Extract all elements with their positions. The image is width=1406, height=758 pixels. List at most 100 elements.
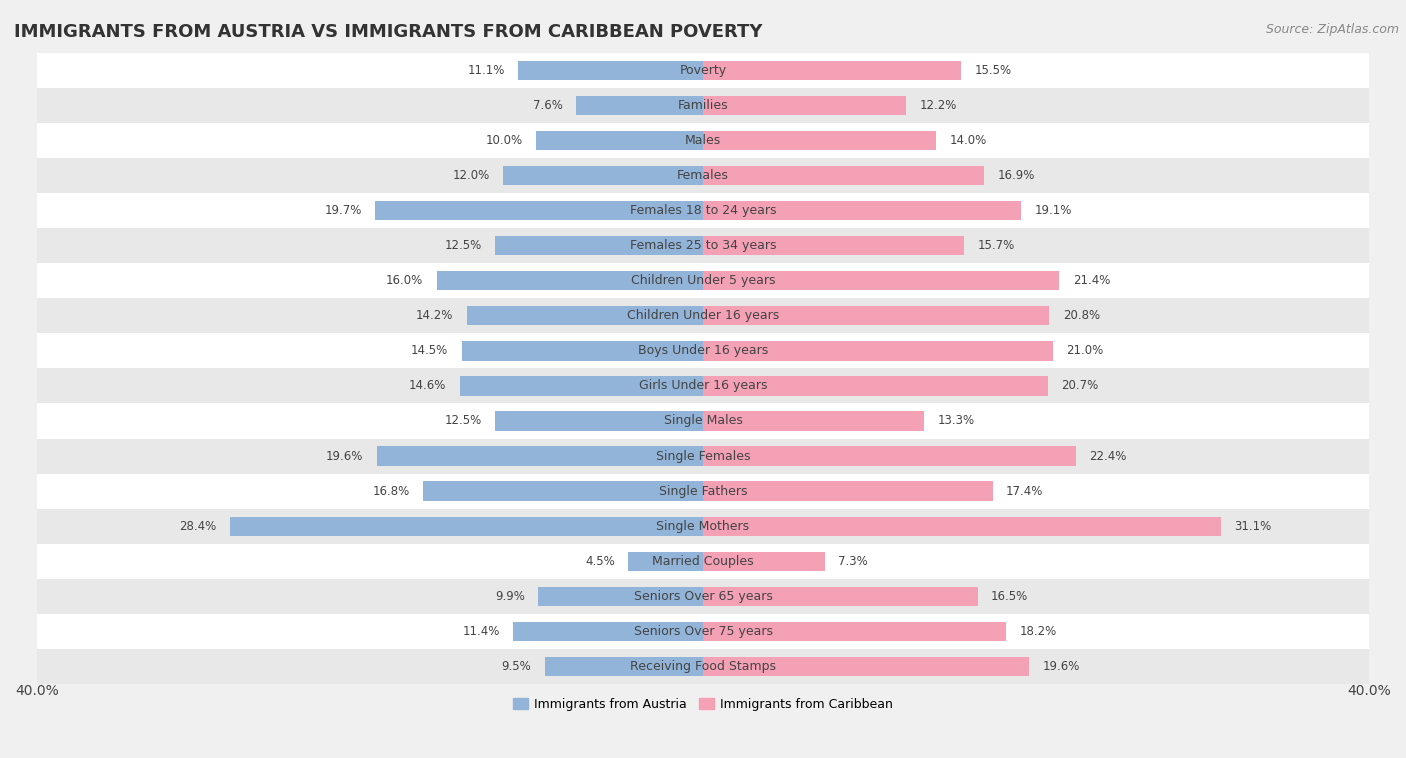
Text: Single Mothers: Single Mothers [657,520,749,533]
Bar [37,403,1369,439]
Text: Boys Under 16 years: Boys Under 16 years [638,344,768,357]
Bar [37,123,1369,158]
Bar [37,53,1369,88]
Bar [703,61,962,80]
Bar [37,158,1369,193]
Text: Females 25 to 34 years: Females 25 to 34 years [630,240,776,252]
Text: 40.0%: 40.0% [1347,684,1391,698]
Text: 10.0%: 10.0% [486,134,523,147]
Text: 7.6%: 7.6% [533,99,564,112]
Text: Single Males: Single Males [664,415,742,428]
Text: 9.5%: 9.5% [502,660,531,673]
Text: 22.4%: 22.4% [1090,449,1126,462]
Bar [703,481,993,501]
Text: 40.0%: 40.0% [15,684,59,698]
Bar [37,614,1369,649]
Bar [703,552,824,571]
Bar [377,446,703,465]
Text: Married Couples: Married Couples [652,555,754,568]
Text: Poverty: Poverty [679,64,727,77]
Bar [537,131,703,150]
Bar [703,236,965,255]
Text: 12.5%: 12.5% [444,415,481,428]
Text: 19.7%: 19.7% [325,204,361,217]
Text: 20.7%: 20.7% [1062,380,1098,393]
Text: IMMIGRANTS FROM AUSTRIA VS IMMIGRANTS FROM CARIBBEAN POVERTY: IMMIGRANTS FROM AUSTRIA VS IMMIGRANTS FR… [14,23,762,41]
Bar [495,412,703,431]
Bar [37,88,1369,123]
Bar [37,263,1369,299]
Text: 9.9%: 9.9% [495,590,524,603]
Text: 19.6%: 19.6% [1043,660,1080,673]
Bar [628,552,703,571]
Text: 11.1%: 11.1% [467,64,505,77]
Text: Single Fathers: Single Fathers [659,484,747,497]
Text: Males: Males [685,134,721,147]
Bar [495,236,703,255]
Text: 21.0%: 21.0% [1066,344,1104,357]
Bar [703,131,936,150]
Bar [544,656,703,676]
Bar [37,649,1369,684]
Text: Children Under 16 years: Children Under 16 years [627,309,779,322]
Bar [703,96,907,115]
Bar [703,166,984,185]
Text: 21.4%: 21.4% [1073,274,1111,287]
Bar [703,587,977,606]
Bar [460,376,703,396]
Text: Single Females: Single Females [655,449,751,462]
Text: Seniors Over 65 years: Seniors Over 65 years [634,590,772,603]
Bar [37,299,1369,334]
Text: 19.1%: 19.1% [1035,204,1071,217]
Text: 14.2%: 14.2% [416,309,453,322]
Text: 14.6%: 14.6% [409,380,447,393]
Text: 12.2%: 12.2% [920,99,957,112]
Bar [231,516,703,536]
Text: 31.1%: 31.1% [1234,520,1271,533]
Text: 14.0%: 14.0% [949,134,987,147]
Bar [703,412,925,431]
Bar [503,166,703,185]
Text: Receiving Food Stamps: Receiving Food Stamps [630,660,776,673]
Bar [37,509,1369,543]
Bar [703,271,1059,290]
Text: 7.3%: 7.3% [838,555,868,568]
Bar [513,622,703,641]
Text: 13.3%: 13.3% [938,415,974,428]
Text: 12.5%: 12.5% [444,240,481,252]
Bar [703,622,1007,641]
Legend: Immigrants from Austria, Immigrants from Caribbean: Immigrants from Austria, Immigrants from… [508,693,898,716]
Text: Source: ZipAtlas.com: Source: ZipAtlas.com [1265,23,1399,36]
Text: Children Under 5 years: Children Under 5 years [631,274,775,287]
Bar [703,446,1076,465]
Text: 28.4%: 28.4% [180,520,217,533]
Text: Seniors Over 75 years: Seniors Over 75 years [634,625,772,637]
Bar [37,474,1369,509]
Bar [703,306,1049,325]
Bar [436,271,703,290]
Bar [375,201,703,221]
Text: 4.5%: 4.5% [585,555,614,568]
Bar [576,96,703,115]
Bar [37,334,1369,368]
Text: 19.6%: 19.6% [326,449,363,462]
Text: 14.5%: 14.5% [411,344,449,357]
Text: 16.8%: 16.8% [373,484,411,497]
Text: 17.4%: 17.4% [1007,484,1043,497]
Bar [37,228,1369,263]
Text: Females 18 to 24 years: Females 18 to 24 years [630,204,776,217]
Bar [467,306,703,325]
Bar [519,61,703,80]
Text: 18.2%: 18.2% [1019,625,1057,637]
Bar [423,481,703,501]
Bar [703,201,1021,221]
Bar [37,543,1369,579]
Bar [538,587,703,606]
Text: 20.8%: 20.8% [1063,309,1099,322]
Bar [703,376,1047,396]
Bar [37,439,1369,474]
Text: 15.5%: 15.5% [974,64,1011,77]
Text: Females: Females [678,169,728,182]
Text: 16.9%: 16.9% [998,169,1035,182]
Bar [703,516,1220,536]
